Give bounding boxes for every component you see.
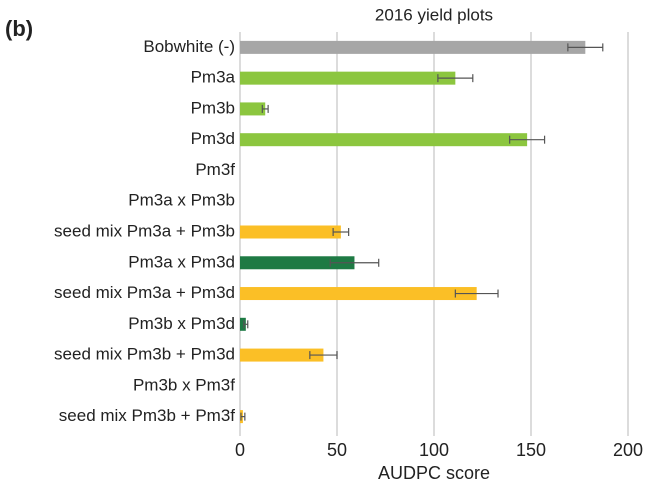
y-tick-label: Pm3b (191, 98, 235, 117)
chart-title: 2016 yield plots (375, 5, 493, 24)
panel-label: (b) (5, 16, 33, 41)
error-bar (454, 289, 499, 298)
bar (240, 256, 355, 270)
y-tick-label: Pm3b x Pm3f (133, 375, 235, 394)
y-tick-label: Pm3a (191, 68, 236, 87)
y-tick-label: Pm3a x Pm3b (128, 191, 235, 210)
x-tick-label: 150 (516, 440, 546, 460)
bar (240, 40, 586, 54)
y-tick-label: Pm3d (191, 129, 235, 148)
x-tick-label: 100 (419, 440, 449, 460)
error-bar (309, 351, 338, 360)
bar (240, 225, 341, 239)
error-bar (329, 258, 380, 267)
bar (240, 71, 456, 85)
error-bar (243, 320, 249, 329)
x-tick-label: 0 (235, 440, 245, 460)
x-axis-label: AUDPC score (378, 463, 490, 483)
bar (240, 287, 477, 301)
x-tick-label: 200 (613, 440, 643, 460)
error-bar (437, 74, 474, 83)
bar (240, 133, 528, 147)
error-bar (567, 43, 604, 52)
y-tick-label: Bobwhite (-) (143, 37, 235, 56)
error-bar (240, 412, 246, 421)
y-tick-label: Pm3b x Pm3d (128, 314, 235, 333)
y-tick-label: seed mix Pm3a + Pm3d (54, 283, 235, 302)
bar (240, 317, 246, 331)
y-tick-label: seed mix Pm3b + Pm3f (59, 406, 235, 425)
y-tick-label: Pm3f (195, 160, 235, 179)
y-tick-label: seed mix Pm3a + Pm3b (54, 221, 235, 240)
error-bar (509, 135, 546, 144)
x-tick-label: 50 (327, 440, 347, 460)
error-bar (261, 104, 269, 113)
bar (240, 102, 266, 116)
error-bar (332, 228, 350, 236)
y-tick-label: seed mix Pm3b + Pm3d (54, 345, 235, 364)
bar (240, 348, 324, 362)
y-tick-label: Pm3a x Pm3d (128, 252, 235, 271)
